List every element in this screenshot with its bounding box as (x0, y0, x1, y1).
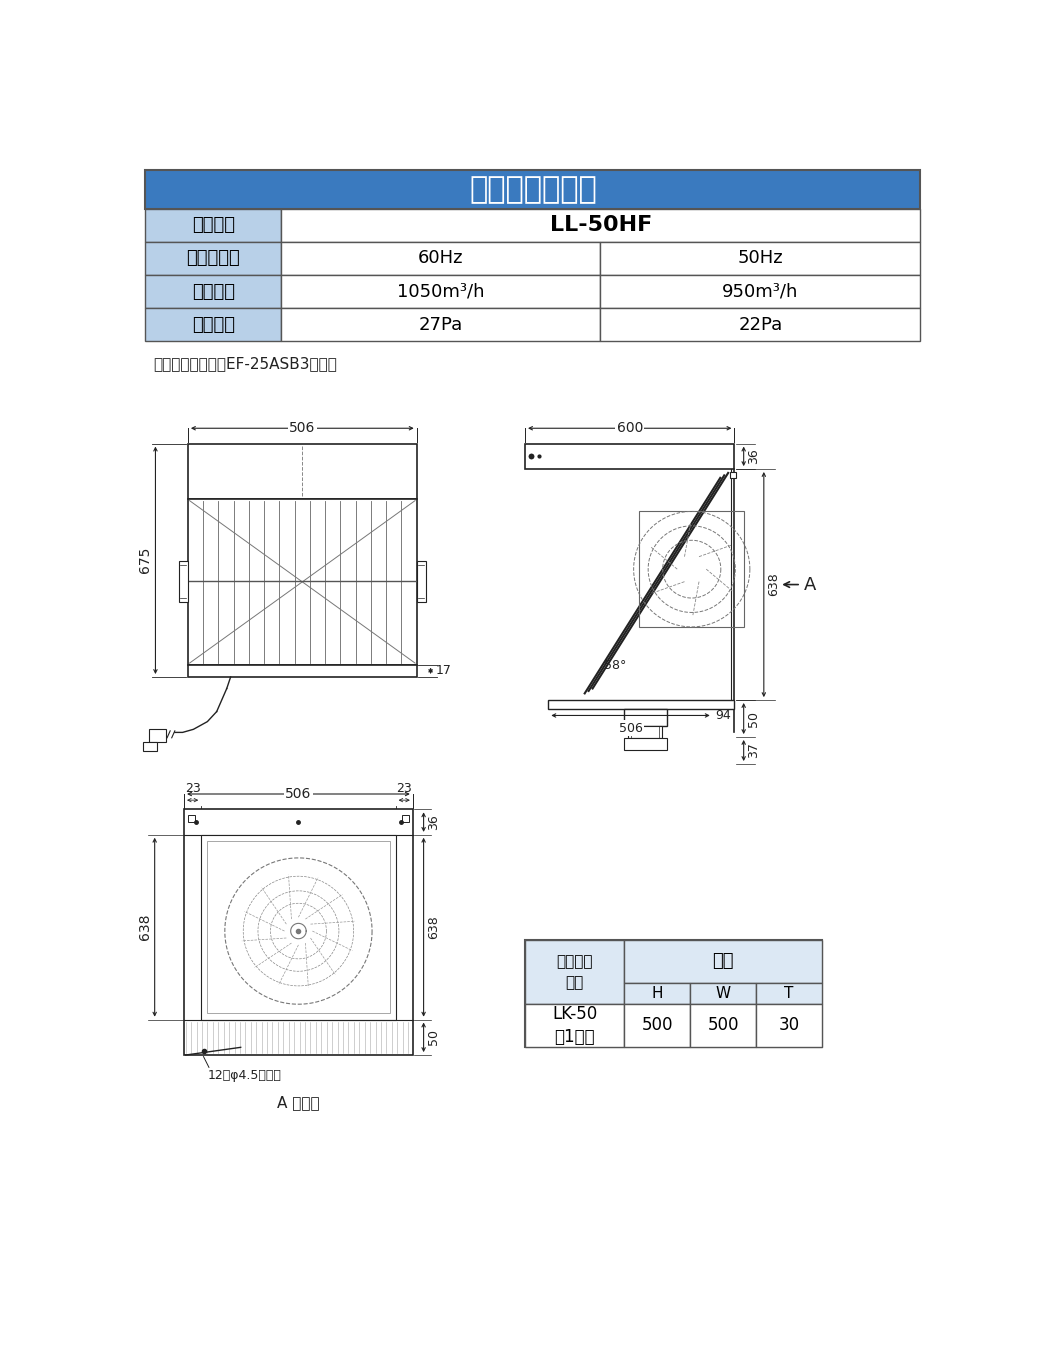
Text: 675: 675 (138, 547, 153, 573)
Text: 600: 600 (616, 421, 643, 435)
Bar (756, 982, 822, 1004)
Bar (145, 171, 921, 209)
Bar (525, 1004, 624, 1046)
Text: 94: 94 (715, 709, 730, 722)
Bar (601, 243, 921, 275)
Text: 36: 36 (427, 814, 439, 831)
Text: W: W (716, 986, 730, 1001)
Bar (623, 709, 667, 726)
Bar (281, 308, 601, 341)
Bar (188, 814, 195, 821)
Bar (281, 209, 921, 243)
Bar (188, 499, 417, 665)
Bar (188, 665, 417, 678)
Text: A 矢視図: A 矢視図 (277, 1095, 320, 1110)
Bar (624, 1004, 690, 1046)
Bar (690, 1004, 756, 1046)
Bar (601, 275, 921, 308)
Text: 506: 506 (286, 787, 312, 801)
Text: 注）風量・静圧はEF-25ASB3使用時: 注）風量・静圧はEF-25ASB3使用時 (153, 356, 337, 371)
Bar (188, 443, 417, 499)
Text: 17: 17 (435, 664, 451, 678)
Text: 12－φ4.5取付穴: 12－φ4.5取付穴 (208, 1069, 282, 1081)
Text: 50Hz: 50Hz (738, 249, 783, 267)
Bar (179, 561, 188, 602)
Bar (525, 443, 735, 469)
Text: LK-50
（1枚）: LK-50 （1枚） (552, 1004, 597, 1046)
Text: 23: 23 (396, 782, 412, 795)
Text: 風　　量: 風 量 (191, 283, 235, 301)
Bar (623, 737, 667, 751)
Bar (525, 940, 624, 1004)
Text: 27Pa: 27Pa (419, 316, 462, 333)
Text: 500: 500 (641, 1016, 673, 1034)
Bar (525, 940, 822, 1046)
Text: H: H (651, 986, 663, 1001)
Bar (208, 841, 390, 1014)
Text: 58°: 58° (605, 659, 627, 672)
Bar (639, 511, 744, 627)
Text: 60Hz: 60Hz (418, 249, 463, 267)
Bar (281, 243, 601, 275)
Bar (145, 243, 281, 275)
Bar (145, 308, 281, 341)
Text: 型　　式: 型 式 (191, 217, 235, 234)
Bar (145, 209, 281, 243)
Text: A: A (804, 576, 817, 593)
Text: T: T (784, 986, 794, 1001)
Text: 500: 500 (708, 1016, 739, 1034)
Bar (402, 814, 409, 821)
Bar (150, 729, 166, 741)
Bar (690, 982, 756, 1004)
Text: 寸法: 寸法 (713, 953, 734, 970)
Text: 638: 638 (427, 916, 439, 939)
Text: 37: 37 (747, 743, 760, 759)
Text: 静　　圧: 静 圧 (191, 316, 235, 333)
Text: 950m³/h: 950m³/h (722, 283, 799, 301)
Text: 638: 638 (137, 915, 152, 940)
Text: グリスフィルタ: グリスフィルタ (469, 175, 596, 205)
Text: 23: 23 (185, 782, 201, 795)
Text: 30: 30 (778, 1016, 800, 1034)
Bar (756, 1004, 822, 1046)
Bar (281, 275, 601, 308)
Bar (417, 561, 426, 602)
Bar (624, 982, 690, 1004)
Text: フィルタ
型式: フィルタ 型式 (557, 954, 593, 991)
Bar (145, 275, 281, 308)
Text: LL-50HF: LL-50HF (550, 215, 651, 236)
Bar (549, 701, 735, 709)
Bar (624, 940, 822, 982)
Bar (184, 809, 412, 1056)
Text: 1050m³/h: 1050m³/h (397, 283, 484, 301)
Text: 電力周波数: 電力周波数 (186, 249, 240, 267)
Text: 506: 506 (618, 722, 642, 734)
Text: 50: 50 (747, 710, 760, 726)
Bar (202, 835, 396, 1019)
Text: 638: 638 (767, 573, 780, 596)
Bar (629, 726, 662, 737)
Text: 36: 36 (747, 449, 760, 465)
Text: 506: 506 (289, 421, 316, 435)
Text: 50: 50 (427, 1030, 439, 1045)
Bar (143, 741, 157, 751)
Bar (601, 308, 921, 341)
Text: 22Pa: 22Pa (739, 316, 782, 333)
